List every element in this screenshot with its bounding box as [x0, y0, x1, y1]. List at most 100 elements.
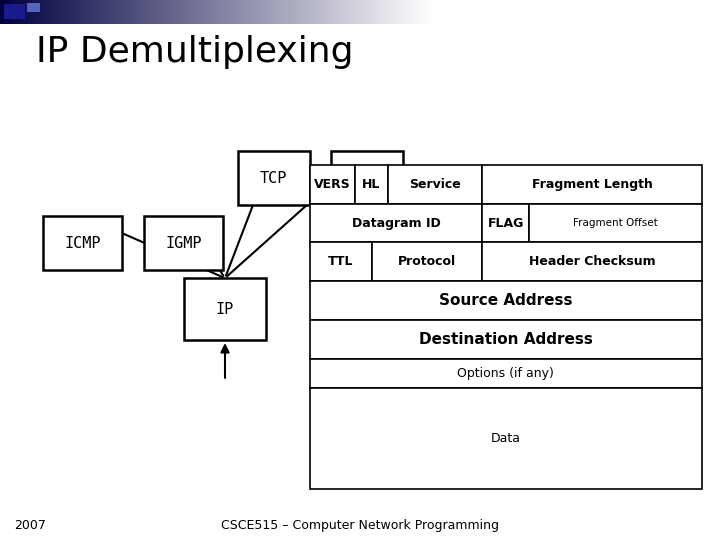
Bar — [348, 0, 350, 24]
Text: IP Demultiplexing: IP Demultiplexing — [36, 35, 354, 69]
Bar — [15, 0, 17, 24]
Bar — [315, 0, 318, 24]
Text: Datagram ID: Datagram ID — [351, 217, 441, 230]
Bar — [78, 0, 80, 24]
Bar — [350, 0, 352, 24]
Text: ICMP: ICMP — [65, 235, 101, 251]
Text: Options (if any): Options (if any) — [457, 367, 554, 380]
Bar — [194, 0, 197, 24]
Bar — [339, 0, 341, 24]
Bar — [365, 0, 367, 24]
Bar — [4, 0, 6, 24]
Text: Data: Data — [491, 432, 521, 445]
Bar — [153, 0, 156, 24]
Bar — [164, 0, 166, 24]
Bar — [369, 0, 372, 24]
Bar — [114, 0, 117, 24]
Bar — [231, 0, 233, 24]
Bar — [261, 0, 264, 24]
Bar — [112, 0, 114, 24]
Bar — [56, 0, 58, 24]
Bar — [320, 0, 322, 24]
Bar — [337, 0, 339, 24]
Bar — [30, 0, 32, 24]
Bar — [50, 0, 52, 24]
Bar — [300, 0, 302, 24]
Bar — [388, 165, 482, 204]
Bar — [24, 0, 26, 24]
Text: Protocol: Protocol — [398, 255, 456, 268]
Bar — [190, 0, 192, 24]
Bar — [382, 0, 384, 24]
Bar — [160, 0, 162, 24]
Bar — [210, 0, 212, 24]
Bar — [37, 0, 39, 24]
Bar — [310, 204, 482, 242]
Bar — [380, 0, 382, 24]
Bar — [138, 0, 140, 24]
Bar — [102, 0, 104, 24]
Bar — [430, 0, 432, 24]
Bar — [65, 0, 67, 24]
Bar — [76, 0, 78, 24]
Bar — [310, 281, 702, 320]
Bar — [60, 0, 63, 24]
Bar — [255, 0, 257, 24]
Bar — [253, 0, 255, 24]
Bar — [326, 0, 328, 24]
Bar — [121, 0, 123, 24]
Bar — [352, 0, 354, 24]
Bar — [207, 0, 210, 24]
Bar — [251, 0, 253, 24]
Bar — [27, 3, 40, 12]
Bar — [281, 0, 283, 24]
Bar — [307, 0, 309, 24]
Bar — [400, 0, 402, 24]
Bar — [188, 0, 190, 24]
Bar — [145, 0, 147, 24]
Bar — [331, 151, 403, 205]
Text: TTL: TTL — [328, 255, 354, 268]
Bar — [0, 0, 2, 24]
Bar — [240, 0, 242, 24]
Bar — [279, 0, 281, 24]
Bar — [212, 0, 214, 24]
Bar — [238, 151, 310, 205]
Bar — [184, 278, 266, 340]
Text: Destination Address: Destination Address — [419, 332, 593, 347]
Bar — [410, 0, 413, 24]
Bar — [218, 0, 220, 24]
Text: VERS: VERS — [314, 178, 351, 191]
Bar — [363, 0, 365, 24]
Bar — [156, 0, 158, 24]
Bar — [214, 0, 216, 24]
Bar — [313, 0, 315, 24]
Bar — [310, 320, 702, 359]
Bar — [264, 0, 266, 24]
Bar — [393, 0, 395, 24]
Bar — [48, 0, 50, 24]
Bar — [52, 0, 54, 24]
Bar — [19, 0, 22, 24]
Bar — [482, 242, 702, 281]
Bar — [310, 165, 355, 204]
Bar — [330, 0, 333, 24]
Bar — [41, 0, 43, 24]
Bar — [328, 0, 330, 24]
Bar — [242, 0, 244, 24]
Text: Service: Service — [409, 178, 461, 191]
Bar — [233, 0, 235, 24]
Bar — [104, 0, 106, 24]
Bar — [356, 0, 359, 24]
Bar — [22, 0, 24, 24]
Bar — [359, 0, 361, 24]
Bar — [123, 0, 125, 24]
Bar — [259, 0, 261, 24]
Bar — [387, 0, 389, 24]
Bar — [110, 0, 112, 24]
Bar — [397, 0, 400, 24]
Bar — [482, 165, 702, 204]
Bar — [9, 0, 11, 24]
Bar — [91, 0, 93, 24]
Text: TCP: TCP — [260, 171, 287, 186]
